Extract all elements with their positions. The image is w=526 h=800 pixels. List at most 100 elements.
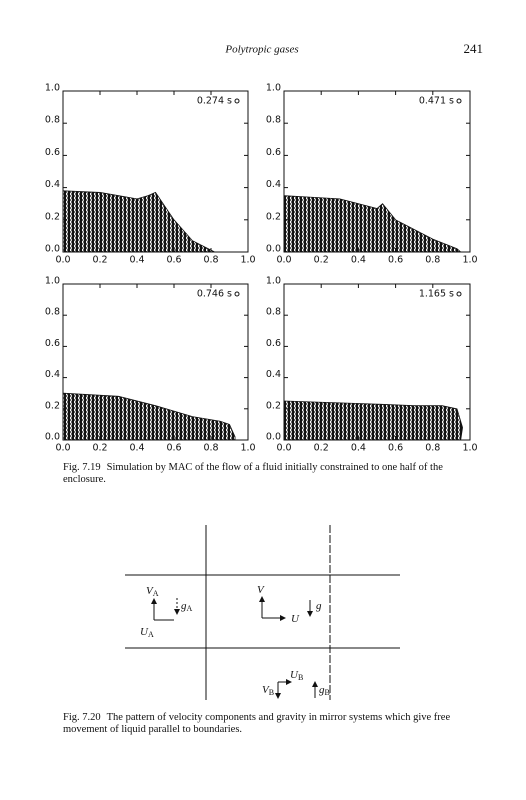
x-tick-label: 0.4: [351, 443, 366, 454]
x-tick-label: 0.4: [129, 255, 144, 266]
particle-cloud: [62, 190, 215, 253]
label-subscript: A: [187, 604, 193, 613]
label-main: U: [140, 626, 149, 638]
diagram-label: gB: [319, 684, 330, 697]
x-tick-label: 0.0: [55, 255, 70, 266]
x-tick-label: 0.6: [166, 255, 181, 266]
y-tick-label: 0.2: [266, 211, 281, 222]
label-main: V: [262, 684, 270, 696]
y-tick-label: 0.8: [266, 307, 281, 318]
y-tick-label: 1.0: [45, 83, 60, 94]
y-tick-label: 0.4: [45, 179, 60, 190]
plot-frame: [283, 90, 471, 253]
y-tick-label: 1.0: [266, 276, 281, 287]
caption-text: Simulation by MAC of the flow of a fluid…: [63, 462, 443, 485]
y-tick-label: 0.8: [45, 307, 60, 318]
particle-cloud: [283, 195, 462, 253]
x-tick-label: 0.2: [92, 443, 107, 454]
x-tick-label: 0.2: [92, 255, 107, 266]
caption-label: Fig. 7.20: [63, 712, 101, 723]
diagram-label: VA: [146, 585, 159, 598]
caption-2: Fig. 7.20 The pattern of velocity compone…: [63, 712, 485, 736]
y-tick-label: 0.6: [45, 147, 60, 158]
running-title: Polytropic gases: [224, 44, 298, 56]
diagram-label: UA: [140, 626, 154, 639]
label-subscript: B: [325, 688, 330, 697]
particle-cloud: [283, 400, 463, 441]
time-label: 1.165 s: [419, 289, 454, 300]
y-tick-label: 0.0: [266, 432, 281, 443]
y-tick-label: 1.0: [45, 276, 60, 287]
label-main: g: [316, 600, 322, 612]
label-subscript: B: [269, 688, 274, 697]
label-subscript: B: [298, 673, 303, 682]
figure-2: [125, 525, 400, 700]
figure-1: 0.0 0.2 0.4 0.6 0.8 1.0 0.0 0.2 0.4 0.6 0.8 1.0 0.27…: [45, 83, 478, 454]
x-tick-label: 0.2: [314, 443, 329, 454]
x-tick-label: 1.0: [240, 443, 255, 454]
particle-cloud: [62, 392, 236, 441]
x-tick-label: 0.0: [55, 443, 70, 454]
plot-frame: [62, 90, 249, 253]
x-tick-label: 0.2: [314, 255, 329, 266]
diagram-label: V: [257, 584, 265, 596]
label-main: g: [181, 600, 187, 612]
diagram-label: UB: [290, 669, 303, 682]
label-main: U: [290, 669, 299, 681]
y-tick-label: 0.0: [266, 244, 281, 255]
caption-label: Fig. 7.19: [63, 462, 101, 473]
x-tick-label: 1.0: [240, 255, 255, 266]
y-tick-label: 1.0: [266, 83, 281, 94]
diagram-label: U: [291, 613, 300, 625]
x-tick-label: 0.6: [388, 443, 403, 454]
caption-text: The pattern of velocity components and g…: [63, 712, 451, 735]
caption-1: Fig. 7.19 Simulation by MAC of the flow o…: [63, 462, 485, 486]
label-subscript: A: [148, 630, 154, 639]
x-tick-label: 0.0: [276, 443, 291, 454]
y-tick-label: 0.4: [45, 369, 60, 380]
time-label: 0.471 s: [419, 96, 454, 107]
y-tick-label: 0.8: [45, 115, 60, 126]
time-marker: [234, 98, 240, 104]
page-number: 241: [464, 41, 484, 56]
label-subscript: A: [153, 589, 159, 598]
time-marker: [234, 291, 240, 297]
y-tick-label: 0.0: [45, 244, 60, 255]
x-tick-label: 0.8: [425, 255, 440, 266]
diagram-label: VB: [262, 684, 274, 697]
y-tick-label: 0.4: [266, 369, 281, 380]
plot-frame: [283, 283, 471, 441]
y-tick-label: 0.4: [266, 179, 281, 190]
label-main: g: [319, 684, 325, 696]
y-tick-label: 0.6: [266, 147, 281, 158]
y-tick-label: 0.6: [266, 338, 281, 349]
x-tick-label: 0.6: [166, 443, 181, 454]
diagram-label: gA: [181, 600, 193, 613]
label-main: V: [257, 584, 265, 596]
label-main: V: [146, 585, 154, 597]
time-label: 0.274 s: [197, 96, 232, 107]
y-tick-label: 0.6: [45, 338, 60, 349]
time-marker: [456, 291, 462, 297]
time-label: 0.746 s: [197, 289, 232, 300]
y-tick-label: 0.2: [45, 400, 60, 411]
x-tick-label: 0.8: [203, 255, 218, 266]
x-tick-label: 0.6: [388, 255, 403, 266]
diagram-label: g: [316, 600, 322, 612]
x-tick-label: 0.8: [203, 443, 218, 454]
y-tick-label: 0.2: [45, 211, 60, 222]
y-tick-label: 0.2: [266, 400, 281, 411]
x-tick-label: 0.4: [129, 443, 144, 454]
x-tick-label: 0.0: [276, 255, 291, 266]
label-main: U: [291, 613, 300, 625]
time-marker: [456, 98, 462, 104]
plot-frame: [62, 283, 249, 441]
x-tick-label: 0.4: [351, 255, 366, 266]
x-tick-label: 0.8: [425, 443, 440, 454]
y-tick-label: 0.0: [45, 432, 60, 443]
x-tick-label: 1.0: [462, 255, 477, 266]
y-tick-label: 0.8: [266, 115, 281, 126]
